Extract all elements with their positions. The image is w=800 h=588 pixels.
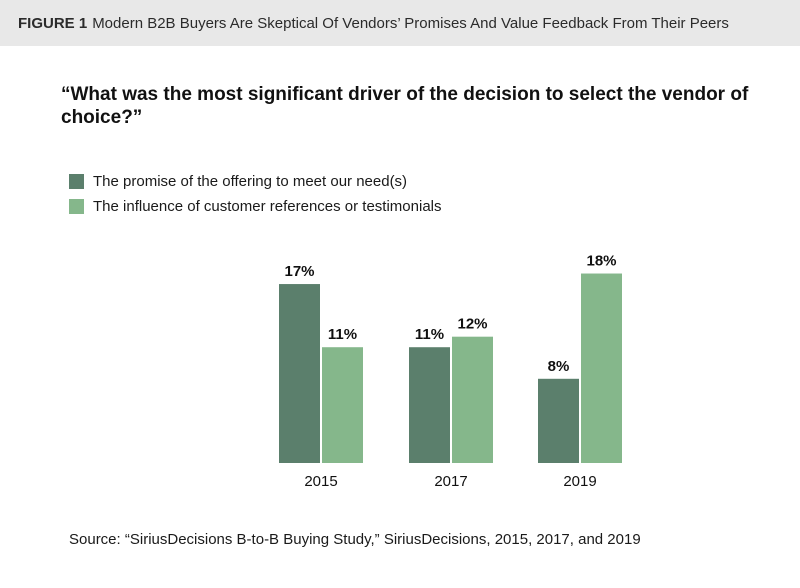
bar-2015-series-1 — [279, 284, 320, 463]
data-label-2015-series-2: 11% — [328, 326, 357, 343]
bar-2017-series-2 — [452, 336, 493, 463]
bar-2019-series-1 — [538, 378, 579, 463]
data-label-2015-series-1: 17% — [284, 263, 314, 280]
figure-header: FIGURE 1 Modern B2B Buyers Are Skeptical… — [0, 0, 800, 46]
legend-swatch-references — [69, 198, 84, 214]
data-label-2019-series-1: 8% — [548, 358, 570, 375]
source-note: Source: “SiriusDecisions B-to-B Buying S… — [69, 531, 641, 548]
x-tick-label-2017: 2017 — [434, 473, 467, 490]
legend-swatch-promise — [69, 173, 84, 189]
figure-title: Modern B2B Buyers Are Skeptical Of Vendo… — [92, 14, 729, 32]
bar-2019-series-2 — [581, 273, 622, 463]
data-label-2017-series-2: 12% — [457, 316, 487, 333]
legend-item-references: The influence of customer references or … — [69, 197, 442, 215]
figure-label: FIGURE 1 — [18, 14, 88, 32]
x-tick-label-2015: 2015 — [304, 473, 337, 490]
legend-label-references: The influence of customer references or … — [93, 197, 442, 215]
chart-legend: The promise of the offering to meet our … — [69, 172, 442, 222]
x-tick-label-2019: 2019 — [563, 473, 596, 490]
data-label-2019-series-2: 18% — [586, 253, 616, 270]
chart-question: “What was the most significant driver of… — [61, 84, 749, 128]
bar-2017-series-1 — [409, 347, 450, 463]
data-label-2017-series-1: 11% — [415, 326, 444, 343]
legend-label-promise: The promise of the offering to meet our … — [93, 172, 408, 190]
legend-item-promise: The promise of the offering to meet our … — [69, 172, 442, 190]
bar-2015-series-2 — [322, 347, 363, 463]
